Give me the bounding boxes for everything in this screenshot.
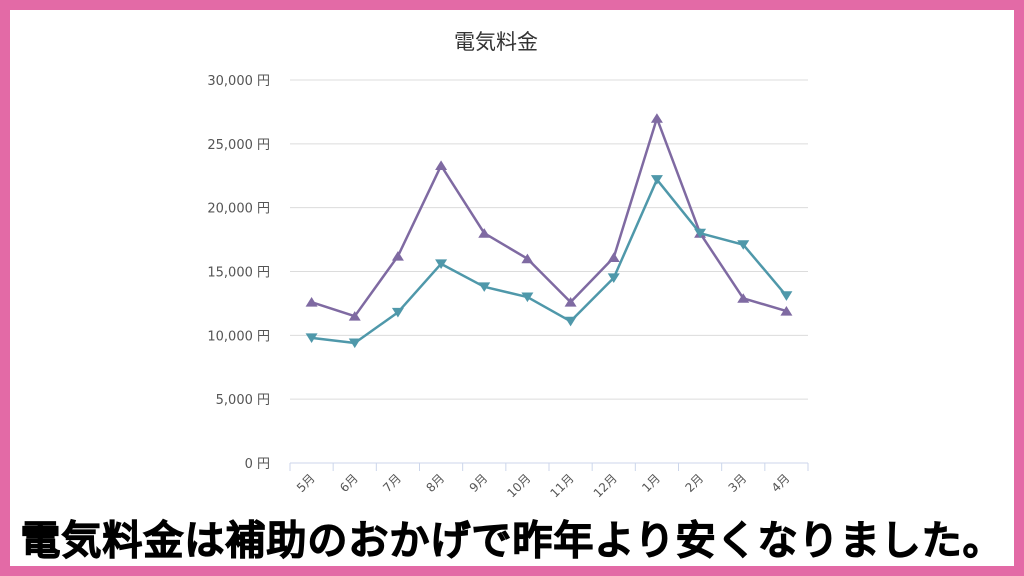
x-tick-label: 12月: [591, 471, 620, 500]
series-0-point: [391, 251, 404, 261]
chart-frame: [10, 10, 1014, 566]
series-1-point: [521, 292, 534, 303]
series-1-point: [694, 228, 707, 239]
series-0-point: [737, 293, 750, 303]
x-tick-label: 3月: [726, 471, 750, 495]
series-0-point: [564, 297, 577, 307]
x-tick-label: 2月: [682, 471, 706, 495]
grid-lines: [290, 79, 808, 400]
series-1-point: [391, 307, 404, 318]
x-tick-label: 8月: [423, 471, 447, 495]
y-tick-label: 25,000 円: [207, 138, 270, 153]
series-1-point: [478, 282, 491, 292]
series-1-point: [435, 259, 448, 269]
x-tick-label: 9月: [467, 471, 491, 495]
y-tick-label: 20,000 円: [207, 202, 270, 217]
x-tick-label: 7月: [380, 471, 404, 495]
series-1-point: [607, 273, 620, 283]
series-1-point: [737, 240, 750, 250]
x-tick-label: 11月: [548, 471, 577, 500]
series-0-point: [650, 113, 663, 123]
series-1-point: [305, 333, 318, 343]
series-0-point: [478, 228, 491, 238]
y-axis: 0 円 5,000 円 10,000 円 15,000 円 20,000 円 25,000…: [207, 74, 270, 472]
series-0-point: [521, 253, 534, 264]
series-line-1: [311, 178, 788, 345]
series-group: [305, 113, 793, 349]
series-0-point: [305, 297, 318, 307]
series-0-point: [780, 305, 793, 316]
caption-subtitle: 電気料金は補助のおかげで昨年より安くなりました。: [20, 518, 1004, 565]
y-tick-label: 5,000 円: [216, 393, 270, 408]
series-0-point: [435, 160, 448, 171]
series-0-point: [348, 311, 361, 321]
x-axis: 5月 6月 7月 8月 9月 10月 11月 12月 1月 2月 3月 4月: [289, 462, 809, 500]
y-tick-label: 15,000 円: [207, 266, 270, 281]
x-tick-label: 1月: [639, 471, 663, 495]
series-1-point: [564, 316, 577, 327]
x-tick-label: 4月: [769, 471, 793, 495]
x-tick-label: 5月: [294, 471, 318, 495]
chart-title: 電気料金: [454, 30, 538, 54]
series-1-point: [348, 338, 361, 349]
y-tick-label: 0 円: [245, 457, 270, 472]
series-1-point: [650, 175, 663, 185]
y-tick-label: 30,000 円: [207, 74, 270, 89]
x-tick-label: 6月: [337, 471, 361, 495]
y-tick-label: 10,000 円: [207, 329, 270, 344]
series-1-point: [780, 291, 793, 301]
x-tick-label: 10月: [504, 471, 533, 500]
series-0-point: [607, 252, 620, 262]
series-line-0: [311, 117, 787, 318]
